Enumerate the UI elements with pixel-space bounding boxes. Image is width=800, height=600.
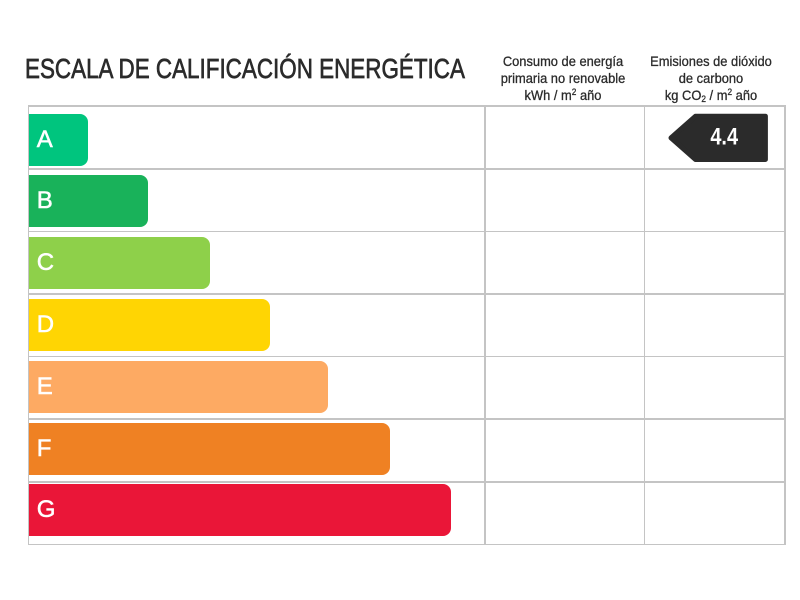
svg-text:4.4: 4.4 [710,124,738,151]
